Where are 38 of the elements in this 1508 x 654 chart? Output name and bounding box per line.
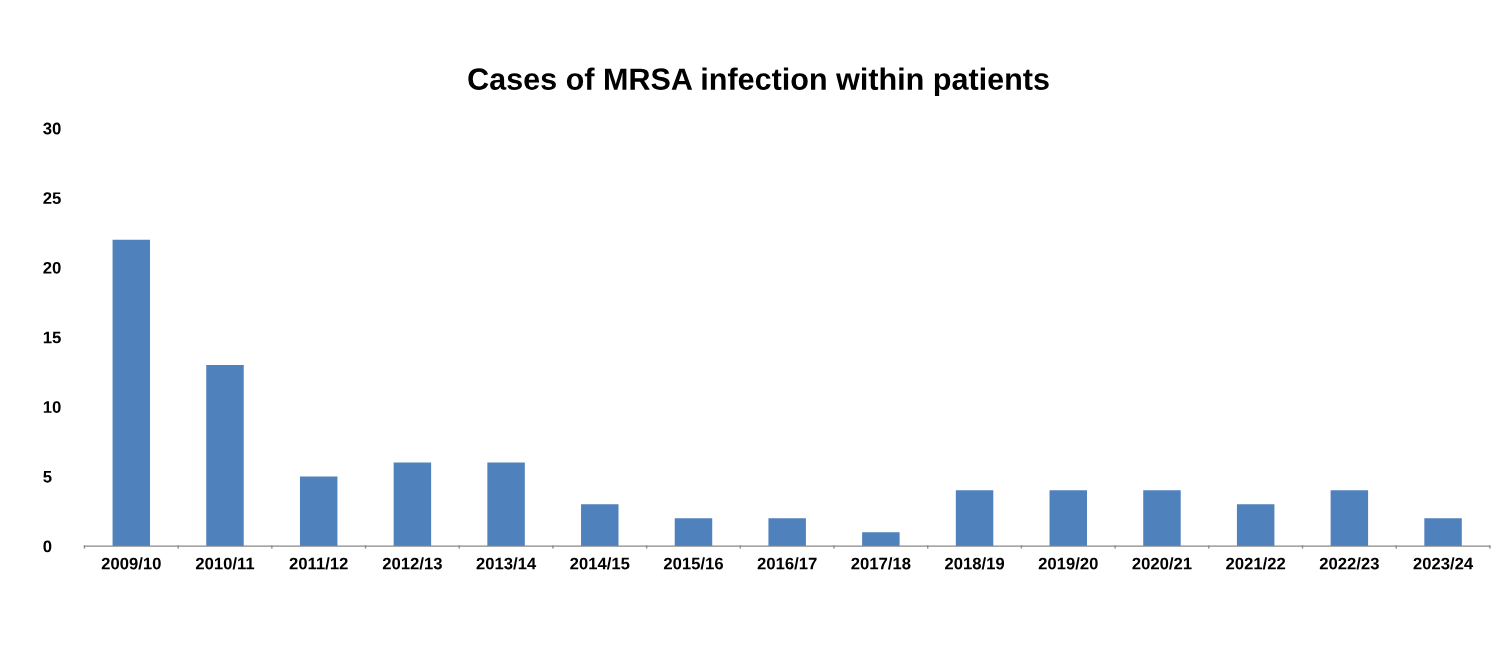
x-tick-label: 2013/14 [476,557,537,570]
bar [581,504,619,547]
x-tick-label: 2020/21 [1132,557,1192,570]
x-tick-label: 2009/10 [101,557,161,570]
y-tick-label: 30 [43,122,61,135]
x-tick-label: 2010/11 [195,557,255,570]
x-tick-label: 2016/17 [757,557,817,570]
x-tick-label: 2014/15 [570,557,630,570]
bar [299,476,338,547]
bar [1143,490,1181,547]
y-tick-label: 10 [43,401,61,413]
chart-title: Cases of MRSA infection within patients [468,67,1049,96]
y-tick-label: 20 [43,261,61,274]
y-tick-label: 5 [43,471,52,483]
x-tick-label: 2017/18 [851,557,911,570]
x-tick-label: 2023/24 [1413,557,1474,570]
y-tick-label: 25 [43,192,61,205]
y-tick-label: 0 [43,540,52,553]
bar [206,365,244,547]
x-tick-label: 2022/23 [1319,557,1379,570]
x-tick-label: 2012/13 [382,557,442,570]
bar [1424,518,1462,547]
x-tick-label: 2011/12 [289,557,348,570]
bar [674,518,713,547]
x-tick-label: 2019/20 [1038,557,1098,570]
bar [862,532,900,547]
x-tick-label: 2015/16 [663,557,723,570]
bar [487,462,525,547]
y-tick-label: 15 [43,331,61,344]
x-tick-label: 2021/22 [1226,557,1286,570]
bar [768,518,806,547]
bar [1330,490,1369,547]
bar [1049,490,1088,547]
bar [393,462,432,547]
bar [112,239,151,547]
x-tick-label: 2018/19 [945,557,1005,570]
bar [1236,504,1275,547]
bar [955,490,994,547]
